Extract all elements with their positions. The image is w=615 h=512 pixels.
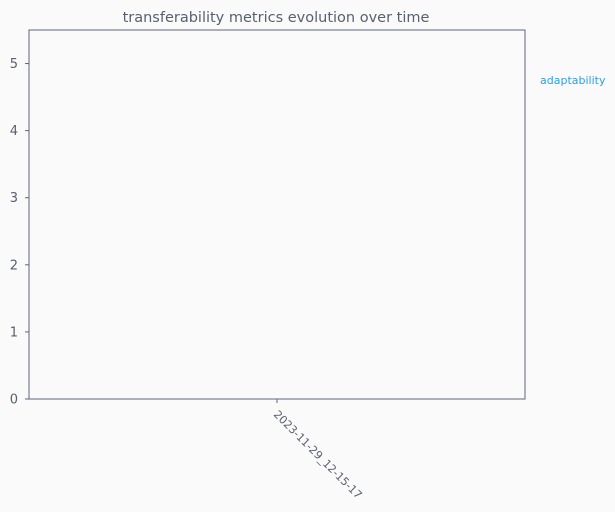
legend: adaptability <box>540 74 606 87</box>
legend-entry: adaptability <box>540 74 606 87</box>
y-tick-label: 5 <box>10 57 18 72</box>
x-axis: 2023-11-29_12-15-17 <box>271 399 365 502</box>
y-tick-label: 3 <box>10 191 18 206</box>
y-tick-label: 2 <box>10 258 18 273</box>
y-axis: 0 1 2 3 4 5 <box>10 57 29 408</box>
y-tick-label: 1 <box>10 325 18 340</box>
x-tick-label: 2023-11-29_12-15-17 <box>271 408 365 502</box>
y-tick-label: 4 <box>10 124 18 139</box>
plot-area <box>28 29 526 400</box>
chart-title: transferability metrics evolution over t… <box>123 10 430 26</box>
y-tick-label: 0 <box>10 393 18 408</box>
